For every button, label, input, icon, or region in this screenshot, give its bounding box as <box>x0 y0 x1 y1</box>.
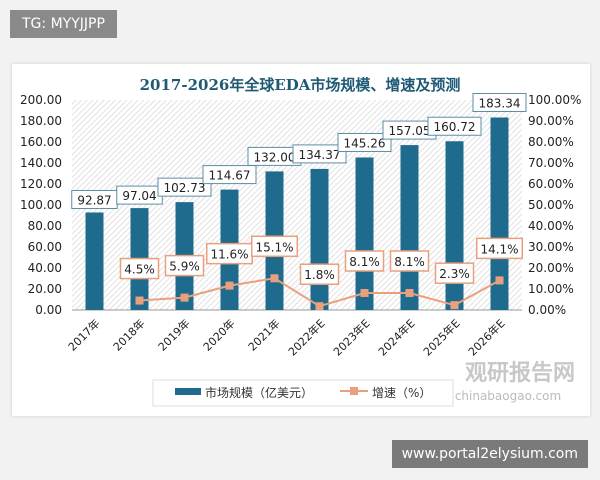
line-label: 4.5% <box>124 263 155 277</box>
bar-label: 145.26 <box>344 136 386 150</box>
left-tick-label: 120.00 <box>20 177 62 191</box>
line-label: 8.1% <box>394 255 425 269</box>
bar-label: 132.00 <box>254 150 296 164</box>
right-tick-label: 50.00% <box>528 198 574 212</box>
right-tick-label: 10.00% <box>528 282 574 296</box>
left-tick-label: 200.00 <box>20 93 62 107</box>
legend-bar-label: 市场规模（亿美元） <box>205 385 313 400</box>
line-marker <box>450 301 459 310</box>
left-tick-label: 60.00 <box>28 240 62 254</box>
chart-title: 2017-2026年全球EDA市场规模、增速及预测 <box>140 76 461 94</box>
left-tick-label: 180.00 <box>20 114 62 128</box>
right-tick-label: 60.00% <box>528 177 574 191</box>
bar-label: 114.67 <box>209 169 251 183</box>
watermark: www.portal2elysium.com <box>391 440 588 468</box>
bar <box>445 141 464 310</box>
x-tick-label: 2019年 <box>155 316 192 353</box>
line-label: 1.8% <box>304 268 335 282</box>
line-label-box <box>476 237 523 260</box>
bar-label-box <box>292 144 347 164</box>
tag-label: TG: MYYJJPP <box>10 10 117 38</box>
line-label: 11.6% <box>210 248 248 262</box>
line-label-box <box>251 235 298 258</box>
bar-label-box <box>202 165 257 185</box>
legend-line-marker <box>350 387 358 395</box>
line-label-box <box>434 262 475 284</box>
line-marker <box>315 302 324 311</box>
right-tick-label: 100.00% <box>528 93 581 107</box>
legend <box>152 379 454 407</box>
line-label-box <box>344 250 385 272</box>
left-tick-label: 140.00 <box>20 156 62 170</box>
left-tick-label: 160.00 <box>20 135 62 149</box>
line-label-box <box>164 254 205 277</box>
left-tick-label: 0.00 <box>35 303 62 317</box>
right-tick-label: 90.00% <box>528 114 574 128</box>
right-tick-label: 40.00% <box>528 219 574 233</box>
bar <box>400 145 419 310</box>
right-tick-label: 70.00% <box>528 156 574 170</box>
bar <box>85 212 104 310</box>
bar-label: 160.72 <box>434 120 476 134</box>
bar-label: 134.37 <box>299 148 341 162</box>
line-label-box <box>389 250 430 272</box>
line-label: 14.1% <box>480 242 518 256</box>
bar-label: 183.34 <box>479 96 521 110</box>
x-tick-label: 2023年E <box>330 316 372 358</box>
bar <box>355 157 374 310</box>
line-label: 2.3% <box>439 267 470 281</box>
right-tick-label: 80.00% <box>528 135 574 149</box>
right-tick-label: 0.00% <box>528 303 566 317</box>
x-tick-label: 2017年 <box>65 316 102 353</box>
line-label-box <box>119 257 160 280</box>
x-tick-label: 2022年E <box>285 316 327 358</box>
line-marker <box>405 288 414 297</box>
bar-label: 157.05 <box>389 124 431 138</box>
line-marker <box>225 281 234 290</box>
x-tick-label: 2018年 <box>110 316 147 353</box>
x-tick-label: 2024年E <box>375 316 417 358</box>
x-tick-label: 2021年 <box>245 316 282 353</box>
legend-line-label: 增速（%） <box>372 386 431 400</box>
right-tick-label: 20.00% <box>528 261 574 275</box>
bar-label-box <box>157 177 212 197</box>
left-tick-label: 20.00 <box>28 282 62 296</box>
line-label-box <box>299 263 340 285</box>
line-marker <box>135 296 144 305</box>
bar <box>490 117 509 310</box>
line-marker <box>360 288 369 297</box>
line-label: 8.1% <box>349 255 380 269</box>
left-tick-label: 100.00 <box>20 198 62 212</box>
left-tick-label: 40.00 <box>28 261 62 275</box>
bar-label: 97.04 <box>122 189 156 203</box>
x-tick-label: 2020年 <box>200 316 237 353</box>
legend-bar-swatch <box>175 388 201 395</box>
line-marker <box>270 274 279 283</box>
logo-cn: 观研报告网 <box>465 361 575 386</box>
right-tick-label: 30.00% <box>528 240 574 254</box>
x-tick-label: 2026年E <box>465 316 507 358</box>
line-label: 5.9% <box>169 260 200 274</box>
bar-label-box <box>337 132 392 152</box>
logo-en: chinabaogao.com <box>455 389 561 403</box>
bar-label: 92.87 <box>77 193 111 207</box>
line-marker <box>495 276 504 285</box>
bar-label: 102.73 <box>164 181 206 195</box>
bar-label-box <box>472 92 527 112</box>
bar <box>310 168 329 310</box>
bar-label-box <box>427 116 482 136</box>
line-label: 15.1% <box>255 240 293 254</box>
x-tick-label: 2025年E <box>420 316 462 358</box>
line-marker <box>180 293 189 302</box>
left-tick-label: 80.00 <box>28 219 62 233</box>
